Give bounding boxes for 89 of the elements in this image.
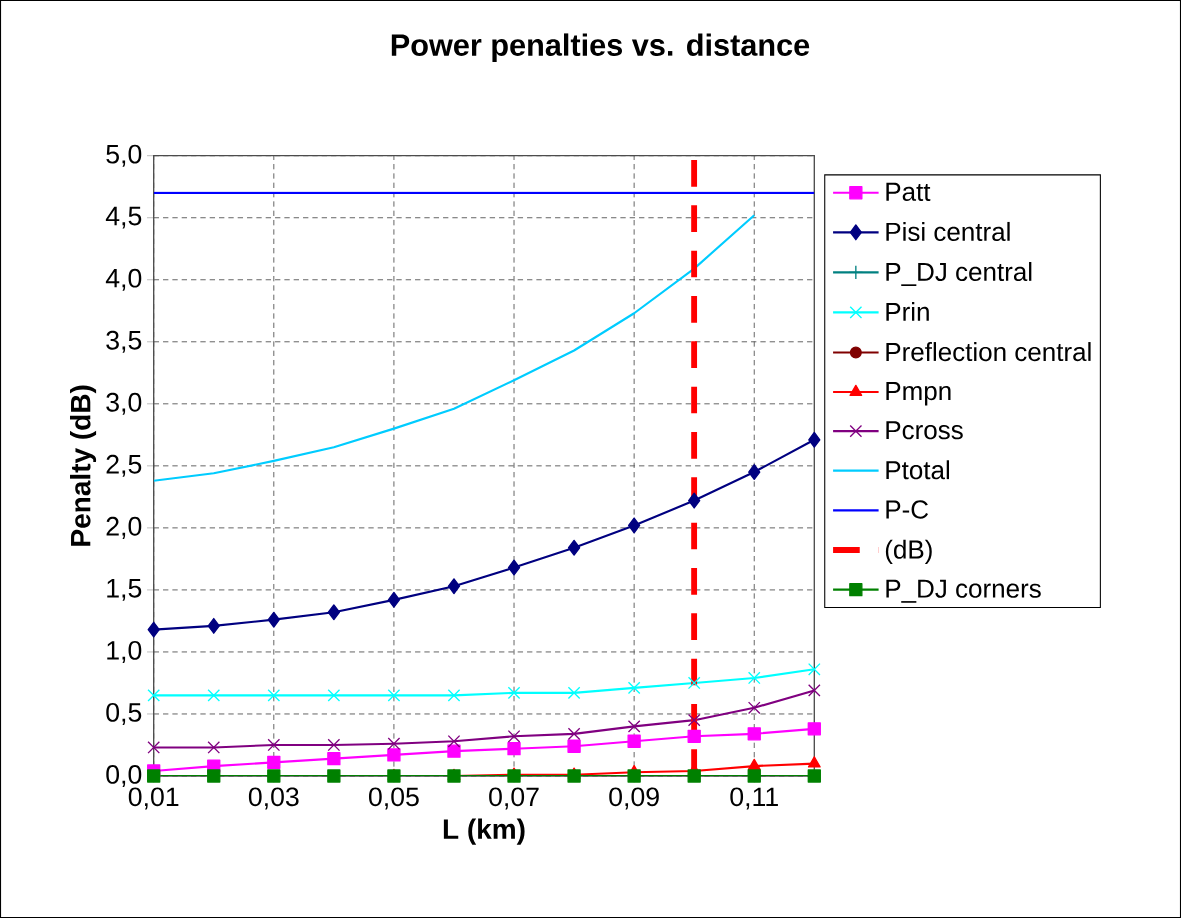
y-tick-label: 2,0 xyxy=(106,516,142,539)
point xyxy=(807,662,821,676)
legend-label: Preflection central xyxy=(886,342,1091,362)
point xyxy=(207,617,220,634)
legend-label: Patt xyxy=(886,182,931,201)
point xyxy=(447,744,461,758)
point xyxy=(567,739,581,753)
y-tick-label: 4,0 xyxy=(105,268,142,291)
point xyxy=(387,737,401,751)
point xyxy=(387,591,401,608)
point xyxy=(687,713,701,727)
x-tick-label: 0,11 xyxy=(730,787,778,810)
point xyxy=(147,621,160,638)
point xyxy=(627,517,641,534)
point xyxy=(627,720,641,733)
point xyxy=(387,748,401,762)
x-tick-label: 0,03 xyxy=(248,787,299,810)
point xyxy=(567,539,581,556)
point xyxy=(807,684,821,697)
point xyxy=(507,742,521,756)
point xyxy=(807,769,821,783)
point xyxy=(327,689,341,702)
point xyxy=(327,751,341,766)
y-tick-label: 1,0 xyxy=(107,640,142,663)
line-series xyxy=(153,214,756,482)
point xyxy=(567,727,581,741)
legend-label: Ptotal xyxy=(886,460,950,480)
x-tick-label: 0,09 xyxy=(609,787,659,810)
legend-label: P_DJ corners xyxy=(886,579,1041,603)
legend-label: Prin xyxy=(886,302,929,321)
point xyxy=(507,729,521,743)
y-tick-label: 5,0 xyxy=(106,144,142,167)
point xyxy=(687,676,701,690)
point xyxy=(147,769,161,783)
point xyxy=(207,741,221,754)
point xyxy=(447,734,461,748)
point xyxy=(267,611,280,628)
point xyxy=(447,578,461,595)
point xyxy=(507,559,521,576)
chart-title: Power penalties vs. distance xyxy=(391,33,810,62)
point xyxy=(267,738,281,752)
x-tick-label: 0,07 xyxy=(489,787,539,810)
point xyxy=(267,755,281,770)
point xyxy=(267,689,281,702)
legend-label: Pisi central xyxy=(886,221,1010,242)
point xyxy=(747,727,761,741)
x-axis-title: L (km) xyxy=(443,818,525,845)
point xyxy=(747,769,761,783)
point xyxy=(327,769,341,783)
y-tick-label: 3,5 xyxy=(106,330,142,353)
point xyxy=(747,701,761,715)
point xyxy=(447,689,461,702)
legend-label: Pcross xyxy=(886,421,963,440)
point xyxy=(147,689,161,702)
point xyxy=(687,769,701,783)
point xyxy=(627,734,641,748)
point xyxy=(327,604,341,621)
point xyxy=(327,738,341,752)
point xyxy=(207,689,221,702)
y-tick-label: 4,5 xyxy=(105,206,142,229)
point xyxy=(747,671,761,685)
point xyxy=(207,769,221,783)
point xyxy=(567,769,581,783)
point xyxy=(507,686,521,700)
y-tick-label: 1,5 xyxy=(107,579,142,601)
point xyxy=(627,681,641,695)
y-tick-label: 3,0 xyxy=(106,392,142,415)
y-tick-label: 0,5 xyxy=(106,702,142,725)
point xyxy=(267,769,281,783)
point xyxy=(147,741,161,754)
point xyxy=(807,756,821,768)
point xyxy=(387,689,401,702)
point xyxy=(688,492,701,509)
legend-label: (dB) xyxy=(885,539,932,564)
point xyxy=(748,464,761,481)
point xyxy=(687,729,701,743)
point xyxy=(567,686,581,700)
point xyxy=(808,431,821,448)
legend-label: P_DJ central xyxy=(886,261,1032,286)
point xyxy=(507,769,521,783)
x-tick-label: 0,05 xyxy=(369,787,419,810)
point xyxy=(807,722,821,736)
point xyxy=(627,769,641,783)
x-tick-label: 0,01 xyxy=(128,787,179,810)
y-axis-title: Penalty (dB) xyxy=(70,385,97,546)
legend-label: P-C xyxy=(886,500,929,519)
legend-label: Pmpn xyxy=(886,382,951,406)
y-tick-label: 0,0 xyxy=(106,764,142,788)
y-tick-label: 2,5 xyxy=(106,454,142,477)
